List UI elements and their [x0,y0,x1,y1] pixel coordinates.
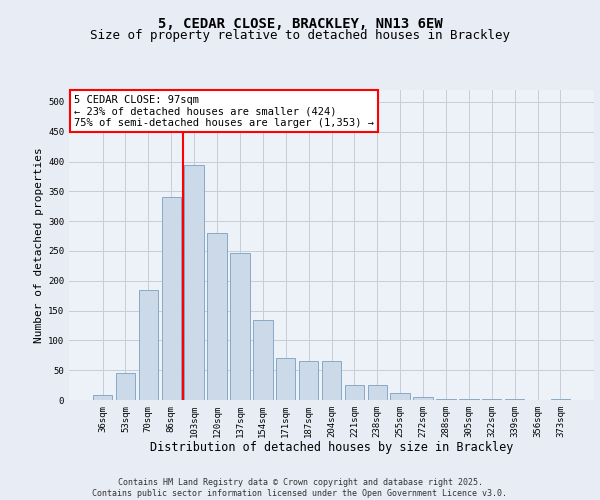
Bar [93,395,112,400]
Bar [208,233,227,400]
Text: Size of property relative to detached houses in Brackley: Size of property relative to detached ho… [90,29,510,42]
Text: 5 CEDAR CLOSE: 97sqm
← 23% of detached houses are smaller (424)
75% of semi-deta: 5 CEDAR CLOSE: 97sqm ← 23% of detached h… [74,94,374,128]
Bar [413,397,433,400]
Bar [253,320,272,400]
Bar [161,198,181,400]
Bar [184,164,204,400]
Bar [322,361,341,400]
Bar [230,254,250,400]
Text: Contains HM Land Registry data © Crown copyright and database right 2025.
Contai: Contains HM Land Registry data © Crown c… [92,478,508,498]
X-axis label: Distribution of detached houses by size in Brackley: Distribution of detached houses by size … [150,442,513,454]
Text: 5, CEDAR CLOSE, BRACKLEY, NN13 6EW: 5, CEDAR CLOSE, BRACKLEY, NN13 6EW [158,18,442,32]
Bar [116,372,135,400]
Bar [344,385,364,400]
Bar [276,358,295,400]
Y-axis label: Number of detached properties: Number of detached properties [34,147,44,343]
Bar [436,399,455,400]
Bar [368,385,387,400]
Bar [299,361,319,400]
Bar [391,394,410,400]
Bar [139,290,158,400]
